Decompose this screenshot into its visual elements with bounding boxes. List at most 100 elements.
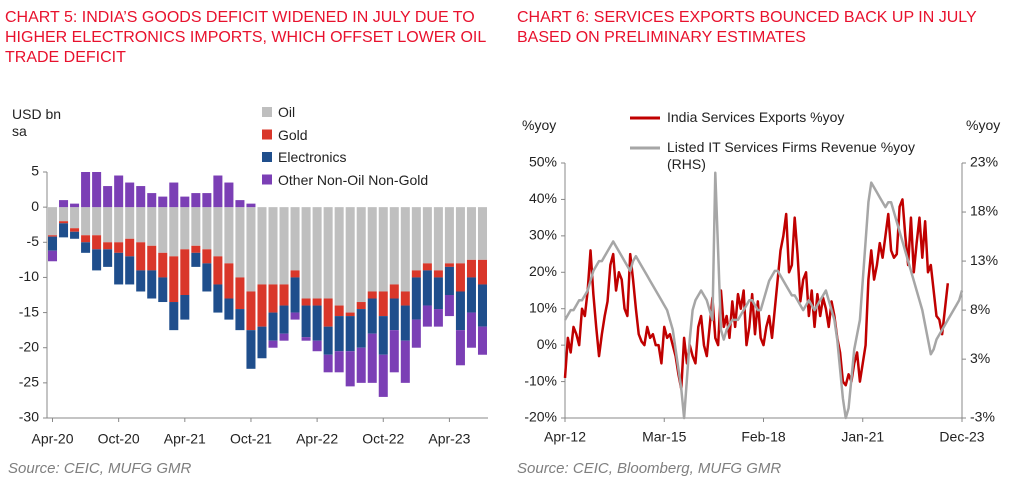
legend-label: Listed IT Services Firms Revenue %yoy (R…: [667, 139, 915, 172]
bar-segment: [191, 252, 201, 267]
bar-segment: [268, 284, 278, 313]
bar-segment: [268, 207, 278, 285]
bar-segment: [323, 207, 333, 299]
bar-segment: [444, 263, 454, 267]
x-tick-label: Oct-22: [362, 431, 404, 447]
bar-segment: [466, 312, 476, 348]
bar-segment: [92, 207, 102, 236]
bar-segment: [400, 207, 410, 292]
bar-segment: [477, 326, 487, 355]
bar-segment: [433, 309, 443, 327]
bar-segment: [125, 207, 135, 239]
bar-segment: [147, 270, 157, 299]
bar-segment: [136, 242, 146, 271]
bar-segment: [202, 249, 212, 264]
bar-segment: [235, 309, 245, 331]
bar-segment: [433, 207, 443, 271]
bar-segment: [301, 337, 311, 341]
bar-segment: [422, 263, 432, 271]
bar-segment: [147, 245, 157, 271]
y-axis-label: %yoy: [522, 117, 557, 133]
bar-segment: [92, 235, 102, 250]
y-tick-label: 0%: [537, 336, 557, 352]
bar-segment: [334, 316, 344, 352]
bar-segment: [59, 207, 69, 222]
bar-segment: [455, 263, 465, 292]
bar-segment: [246, 330, 256, 369]
bar-segment: [213, 175, 223, 208]
bar-segment: [466, 277, 476, 313]
bar-segment: [169, 302, 179, 331]
bar-segment: [136, 270, 146, 292]
bar-segment: [312, 340, 322, 352]
bar-segment: [169, 182, 179, 208]
bar-segment: [345, 316, 355, 352]
chart-title: CHART 6: SERVICES EXPORTS BOUNCED BACK U…: [517, 9, 977, 46]
bar-segment: [81, 207, 91, 236]
bar-segment: [422, 270, 432, 306]
bar-segment: [92, 249, 102, 271]
bar-segment: [114, 252, 124, 285]
bar-segment: [444, 207, 454, 264]
y2-tick-label: 23%: [970, 154, 998, 170]
bar-segment: [356, 302, 366, 310]
y-tick-label: -10: [19, 268, 39, 284]
y-tick-label: -20: [19, 338, 39, 354]
series-line: [563, 198, 950, 391]
legend-swatch: [262, 107, 272, 117]
bar-segment: [202, 193, 212, 208]
bar-segment: [389, 330, 399, 373]
x-tick-label: Apr-22: [296, 431, 338, 447]
bar-segment: [202, 207, 212, 250]
bar-segment: [246, 207, 256, 292]
y-tick-label: -20%: [524, 409, 557, 425]
bar-segment: [103, 207, 113, 243]
bar-segment: [268, 312, 278, 341]
bar-segment: [180, 249, 190, 295]
bar-segment: [59, 221, 69, 224]
bar-segment: [147, 193, 157, 208]
bar-segment: [169, 256, 179, 303]
bar-segment: [356, 207, 366, 303]
y2-tick-label: 18%: [970, 203, 998, 219]
bar-segment: [158, 277, 168, 303]
y2-tick-label: -3%: [970, 409, 995, 425]
bar-segment: [444, 266, 454, 295]
bar-segment: [125, 182, 135, 208]
bar-segment: [334, 351, 344, 373]
y-tick-label: -5: [27, 233, 40, 249]
bar-segment: [455, 330, 465, 366]
bar-segment: [433, 270, 443, 278]
y-tick-label: -30: [19, 409, 39, 425]
bar-segment: [59, 223, 69, 238]
legend-swatch: [262, 129, 272, 140]
bar-segment: [301, 207, 311, 299]
bar-segment: [158, 207, 168, 253]
bar-segment: [433, 277, 443, 310]
bar-segment: [466, 259, 476, 278]
bar-segment: [92, 172, 102, 208]
x-tick-label: Oct-20: [98, 431, 140, 447]
bar-segment: [81, 235, 91, 243]
bar-segment: [367, 298, 377, 334]
bar-segment: [158, 252, 168, 278]
chart-title: CHART 5: INDIA’S GOODS DEFICIT WIDENED I…: [5, 9, 486, 66]
bar-segment: [466, 207, 476, 260]
x-tick-label: Mar-15: [642, 429, 687, 445]
bar-segment: [125, 256, 135, 285]
bar-segment: [224, 263, 234, 299]
bar-segment: [213, 207, 223, 257]
bar-segment: [169, 207, 179, 257]
bar-segment: [422, 305, 432, 327]
bar-segment: [345, 207, 355, 313]
bar-segment: [224, 182, 234, 208]
bar-segment: [103, 186, 113, 208]
y2-axis-label: %yoy: [966, 117, 1001, 133]
bar-segment: [235, 207, 245, 278]
bar-segment: [345, 351, 355, 387]
bar-segment: [191, 193, 201, 208]
bar-segment: [257, 284, 267, 327]
bar-segment: [279, 333, 289, 341]
legend-label: Electronics: [278, 149, 347, 165]
